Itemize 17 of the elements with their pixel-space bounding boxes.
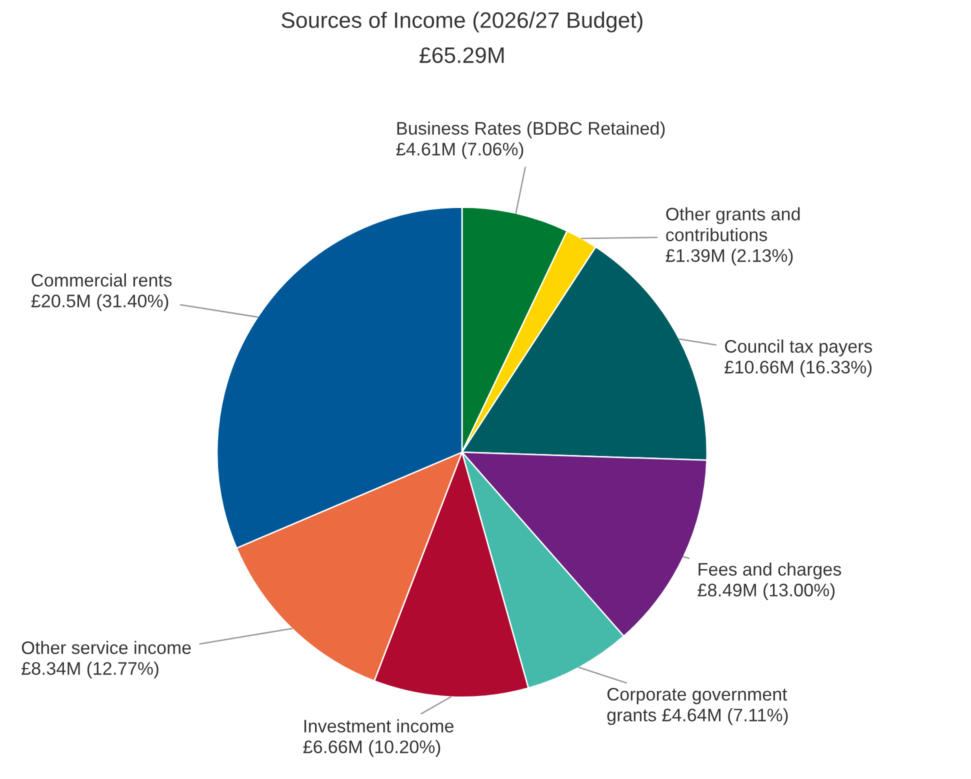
slice-label: Investment income	[304, 719, 454, 733]
data-label: £10.66M (16.33%)	[724, 360, 872, 378]
slice-label: Business Rates (BDBC Retained)	[397, 121, 665, 138]
slice-label: Council tax payers	[725, 340, 872, 356]
slice-label: Fees and charges	[698, 562, 842, 580]
data-label: £20.5M (31.40%)	[31, 294, 168, 311]
slice-label: Other grants and contributions	[666, 207, 800, 242]
slice-label: Corporate government grants £4.64M (7.11%)	[607, 688, 788, 725]
chart-title: Sources of Income (2026/27 Budget)	[282, 12, 642, 32]
data-label: £1.39M (2.13%)	[666, 248, 793, 266]
data-label: £8.34M (12.77%)	[22, 662, 158, 678]
chart-subtitle: £65.29M	[420, 47, 504, 64]
data-label: £4.61M (7.06%)	[396, 142, 524, 160]
slice-label: Commercial rents	[32, 273, 172, 287]
slice-label: Other service income	[22, 640, 191, 654]
data-label: £6.66M (10.20%)	[303, 740, 440, 757]
data-label: £8.49M (13.00%)	[698, 583, 835, 600]
